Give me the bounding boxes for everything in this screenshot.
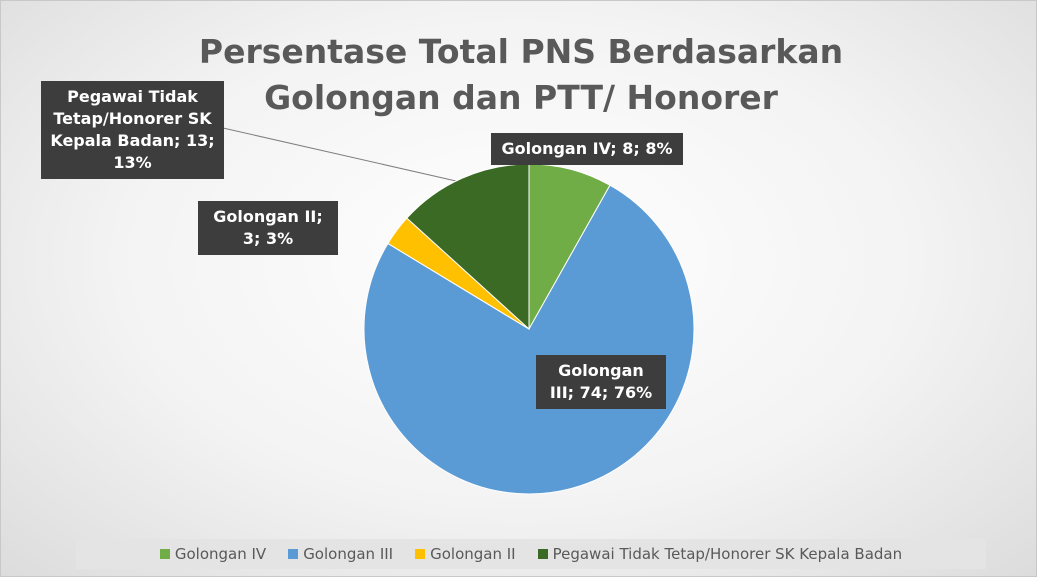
legend-item: Pegawai Tidak Tetap/Honorer SK Kepala Ba… (537, 545, 903, 563)
legend-swatch (288, 549, 299, 559)
data-label: Golongan II; 3; 3% (198, 201, 338, 255)
legend-swatch (537, 549, 548, 559)
legend-label: Pegawai Tidak Tetap/Honorer SK Kepala Ba… (552, 545, 903, 563)
pie-slice (363, 184, 695, 495)
legend-item: Golongan III (288, 545, 393, 563)
legend-label: Golongan IV (174, 545, 267, 563)
data-label: Golongan III; 74; 76% (536, 355, 666, 409)
legend-label: Golongan III (303, 545, 394, 563)
legend-item: Golongan II (415, 545, 516, 563)
chart-title: Persentase Total PNS Berdasarkan Golonga… (198, 32, 844, 117)
data-label: Golongan IV; 8; 8% (491, 133, 683, 165)
legend-swatch (415, 549, 426, 559)
legend-swatch (159, 549, 170, 559)
data-label: Pegawai Tidak Tetap/Honorer SK Kepala Ba… (41, 81, 224, 179)
leader-line (222, 127, 457, 182)
legend-label: Golongan II (430, 545, 516, 563)
legend-item: Golongan IV (159, 545, 267, 563)
legend: Golongan IV Golongan III Golongan II Pegawa… (76, 539, 986, 569)
